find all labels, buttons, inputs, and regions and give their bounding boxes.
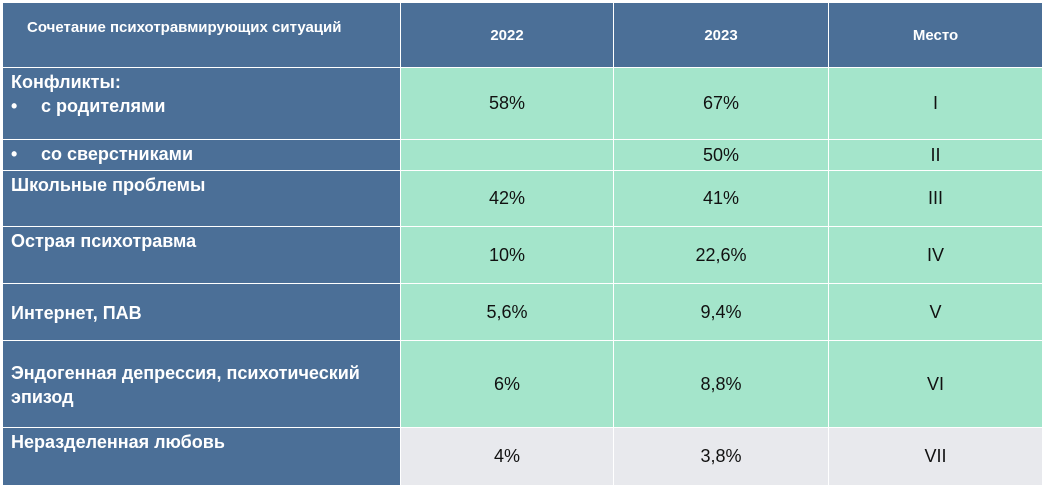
table-row: Неразделенная любовь 4% 3,8% VII [2,427,1043,486]
cell-place: III [828,170,1043,227]
table-row: Интернет, ПАВ 5,6% 9,4% V [2,283,1043,341]
header-row: Сочетание психотравмирующих ситуаций 202… [2,2,1043,68]
cell-2022 [400,139,614,171]
cell-place: VI [828,340,1043,428]
table-row: • со сверстниками 50% II [2,139,1043,171]
cell-2023: 41% [613,170,829,227]
cell-place: IV [828,226,1043,284]
cell-2022: 5,6% [400,283,614,341]
row-label: Интернет, ПАВ [2,283,401,341]
cell-place: I [828,67,1043,140]
row-label: Эндогенная депрессия, психотический эпиз… [2,340,401,428]
row-label-conflicts: Конфликты: • с родителями [2,67,401,140]
cell-2023: 67% [613,67,829,140]
cell-2023: 9,4% [613,283,829,341]
cell-2022: 10% [400,226,614,284]
bullet-icon: • [11,144,18,164]
cell-2023: 3,8% [613,427,829,486]
row-label-peers: • со сверстниками [2,139,401,171]
cell-2022: 6% [400,340,614,428]
table-row: Острая психотравма 10% 22,6% IV [2,226,1043,284]
header-situation: Сочетание психотравмирующих ситуаций [2,2,401,68]
cell-2023: 50% [613,139,829,171]
cell-2023: 8,8% [613,340,829,428]
row-label: Конфликты: [11,72,121,92]
cell-2022: 42% [400,170,614,227]
row-sublabel: со сверстниками [41,144,194,164]
header-2023: 2023 [613,2,829,68]
cell-2022: 4% [400,427,614,486]
bullet-icon: • [11,96,18,116]
header-place: Место [828,2,1043,68]
row-label: Острая психотравма [2,226,401,284]
cell-place: VII [828,427,1043,486]
table-row: Эндогенная депрессия, психотический эпиз… [2,340,1043,428]
row-label: Неразделенная любовь [2,427,401,486]
cell-2022: 58% [400,67,614,140]
table-row: Конфликты: • с родителями 58% 67% I [2,67,1043,140]
row-label: Школьные проблемы [2,170,401,227]
table-row: Школьные проблемы 42% 41% III [2,170,1043,227]
row-sublabel: с родителями [41,96,166,116]
cell-place: II [828,139,1043,171]
cell-2023: 22,6% [613,226,829,284]
cell-place: V [828,283,1043,341]
header-2022: 2022 [400,2,614,68]
